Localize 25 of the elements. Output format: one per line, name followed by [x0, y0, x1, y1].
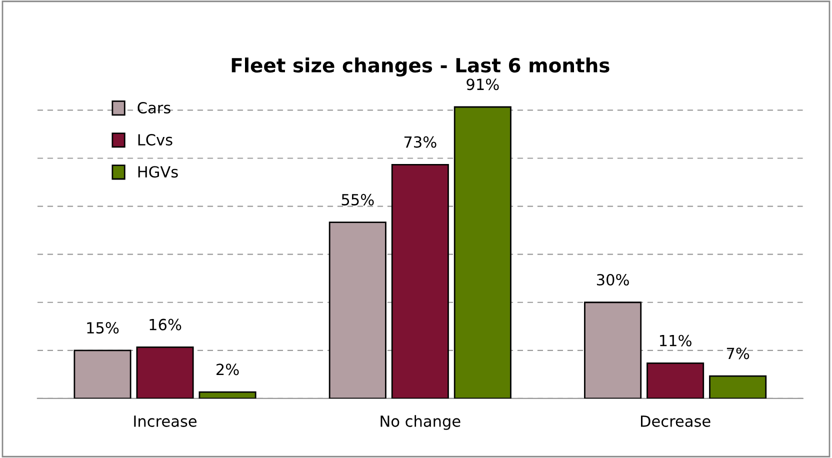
x-tick-label: Increase	[134, 416, 197, 427]
legend-label: HGVs	[138, 166, 178, 178]
bar	[328, 222, 386, 398]
data-label: 11%	[660, 334, 692, 346]
data-label: 91%	[466, 78, 499, 90]
bar	[391, 164, 449, 398]
bar	[646, 362, 704, 398]
data-label: 73%	[404, 136, 436, 148]
data-label: 15%	[87, 322, 119, 334]
bar	[709, 375, 767, 398]
bar	[74, 350, 132, 398]
data-label: 2%	[216, 364, 239, 376]
data-label: 16%	[150, 318, 182, 330]
x-tick-label: No change	[380, 415, 460, 430]
bar	[198, 391, 256, 398]
data-label: 55%	[342, 194, 374, 206]
bar	[136, 346, 194, 398]
x-tick-label: Decrease	[640, 416, 710, 427]
bar	[454, 106, 512, 398]
data-label: 30%	[596, 274, 629, 286]
data-label: 7%	[726, 348, 750, 360]
legend-label: Cars	[138, 102, 170, 114]
bar	[584, 302, 642, 398]
chart-title: Fleet size changes - Last 6 months	[232, 58, 610, 76]
legend-label: LCvs	[138, 134, 172, 146]
